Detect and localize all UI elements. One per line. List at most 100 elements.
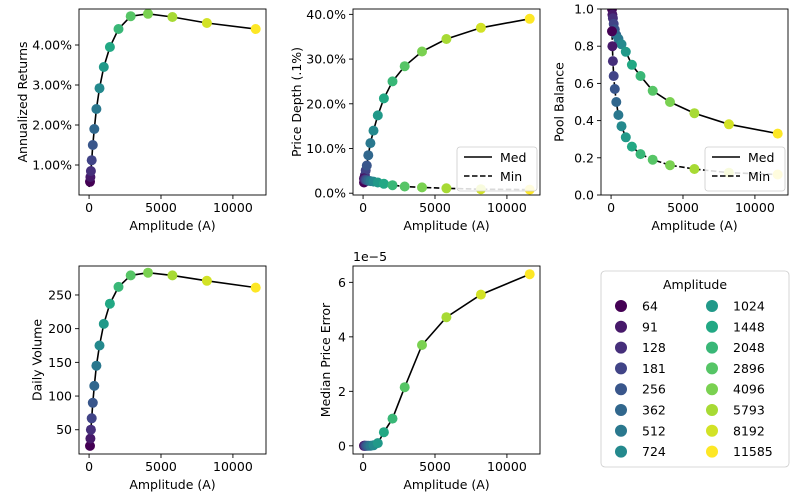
data-point-min	[607, 26, 617, 37]
data-point-med	[372, 110, 383, 121]
data-point-med	[91, 360, 102, 371]
legend-item-label: 181	[642, 361, 666, 376]
legend-item-label: 362	[642, 403, 666, 418]
y-axis-label: Daily Volume	[29, 319, 44, 401]
data-point-med	[89, 124, 100, 134]
data-point-med	[647, 85, 658, 96]
x-axis-label: Amplitude (A)	[403, 218, 489, 233]
data-point-med	[689, 108, 700, 119]
data-point-med	[665, 97, 675, 107]
data-point-med	[85, 440, 95, 451]
data-point-min	[607, 56, 618, 67]
data-point-med	[378, 93, 389, 104]
series-line-med	[88, 12, 256, 188]
chart-volume: 0 5000 10000 50 100 150 200 250 Amplitude (A) Dai…	[29, 265, 267, 492]
data-point-med	[387, 413, 398, 424]
chart-depth: 0 5000 10000 0.0% 10.0% 20.0% 30.0% 40.0% Amplit…	[289, 7, 541, 233]
x-tick-label: 5000	[145, 459, 177, 474]
x-tick-label: 0	[85, 200, 93, 215]
y-axis-label: Pool Balance	[551, 62, 566, 142]
data-point-med	[91, 104, 102, 114]
y-tick-label: 2.00%	[32, 118, 72, 133]
x-tick-label: 10000	[735, 200, 775, 215]
legend-item-label: 128	[642, 340, 666, 355]
legend-marker	[706, 320, 718, 333]
data-point-med	[98, 318, 109, 329]
legend-label-min: Min	[500, 169, 522, 184]
data-point-min	[689, 164, 700, 174]
y-tick-label: 1.0	[574, 2, 594, 17]
legend-item-label: 2896	[733, 361, 765, 376]
legend-marker	[706, 362, 718, 375]
data-point-med	[620, 46, 631, 57]
data-point-med	[113, 281, 124, 292]
data-point-med	[475, 22, 486, 33]
x-tick-label: 10000	[213, 459, 253, 474]
axes-frame	[78, 8, 267, 196]
data-point-med	[399, 61, 410, 72]
data-point-med	[201, 275, 212, 286]
series-line-med	[89, 271, 256, 446]
data-point-min	[387, 180, 398, 191]
x-tick-label: 0	[359, 459, 367, 474]
data-point-med	[167, 12, 178, 22]
data-point-med	[143, 267, 153, 278]
data-point-med	[86, 413, 97, 424]
y-tick-label: 10.0%	[306, 141, 346, 156]
y-tick-label: 40.0%	[306, 7, 346, 22]
axes-frame	[352, 265, 541, 455]
legend-marker	[615, 341, 627, 354]
legend-label-med: Med	[500, 150, 526, 165]
legend-marker	[615, 320, 627, 333]
chart-pool: 0 5000 10000 0.0 0.2 0.4 0.6 0.8 1.0 Amplitude (A…	[551, 2, 789, 233]
x-axis-label: Amplitude (A)	[651, 218, 737, 233]
data-point-med	[89, 380, 100, 391]
y-tick-label: 0.2	[574, 150, 594, 165]
data-point-med	[368, 125, 379, 136]
x-tick-label: 0	[607, 200, 615, 215]
y-tick-label: 0.8	[574, 39, 594, 54]
chart-returns: 0 5000 10000 1.00% 2.00% 3.00% 4.00% Amplitude …	[15, 8, 267, 233]
data-point-min	[417, 182, 427, 193]
legend-item-label: 11585	[733, 444, 773, 459]
y-tick-label: 30.0%	[306, 52, 346, 67]
legend-marker	[615, 362, 627, 375]
x-axis-label: Amplitude (A)	[129, 218, 215, 233]
x-tick-label: 5000	[419, 459, 451, 474]
y-tick-label: 200	[48, 321, 72, 336]
x-tick-label: 10000	[487, 200, 527, 215]
data-point-med	[417, 340, 427, 350]
x-tick-label: 5000	[145, 200, 177, 215]
data-point-min	[665, 160, 675, 171]
data-point-min	[647, 154, 658, 165]
legend-marker	[615, 445, 627, 458]
data-point-min	[607, 41, 618, 52]
legend-marker	[706, 404, 718, 416]
y-tick-label: 4	[338, 329, 346, 344]
x-tick-label: 10000	[487, 459, 527, 474]
y-tick-label: 100	[48, 389, 72, 404]
data-point-med	[635, 71, 646, 81]
legend-marker	[615, 404, 627, 416]
legend-marker	[706, 383, 718, 396]
data-point-med	[441, 34, 452, 44]
data-point-med	[125, 11, 136, 22]
data-point-min	[399, 181, 410, 192]
y-tick-label: 0.0%	[314, 186, 346, 201]
legend-marker	[615, 383, 627, 396]
data-point-min	[608, 71, 619, 81]
data-point-med	[372, 438, 383, 449]
data-point-med	[441, 312, 452, 323]
y-tick-label: 2	[338, 384, 346, 399]
data-point-med	[723, 119, 734, 130]
data-point-med	[85, 433, 96, 444]
data-point-med	[98, 62, 109, 72]
data-point-min	[620, 132, 631, 143]
series-legend: Med Min	[456, 146, 538, 192]
data-point-med	[475, 289, 486, 300]
legend-title: Amplitude	[663, 277, 727, 292]
legend-item-label: 5793	[733, 403, 765, 418]
legend-item-label: 2048	[733, 340, 765, 355]
plot-area	[359, 13, 535, 195]
y-tick-label: 50	[56, 422, 72, 437]
